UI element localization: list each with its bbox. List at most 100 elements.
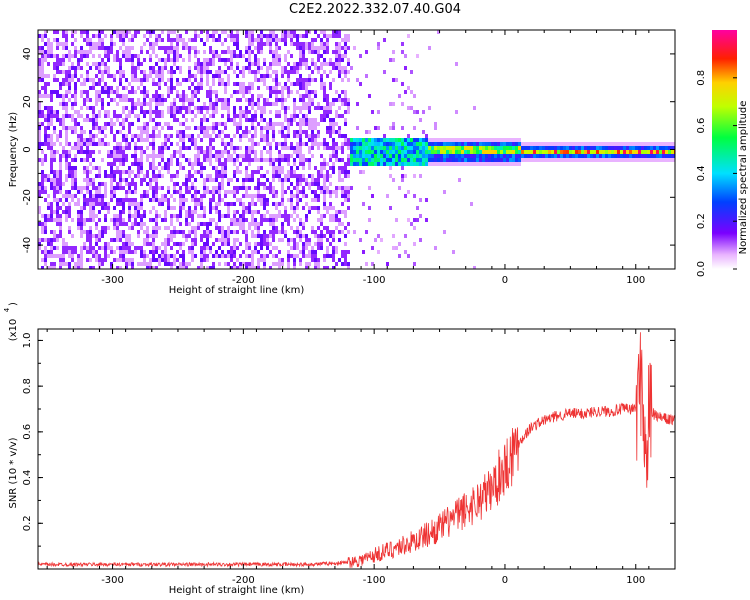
heatmap-cell (98, 182, 101, 186)
heatmap-cell (146, 154, 149, 158)
heatmap-cell (422, 162, 425, 166)
heatmap-cell (299, 118, 302, 122)
heatmap-cell (179, 210, 182, 214)
heatmap-cell (122, 198, 125, 202)
heatmap-cell (149, 242, 152, 246)
heatmap-cell (257, 258, 260, 262)
heatmap-cell (335, 98, 338, 102)
heatmap-cell (107, 46, 110, 50)
heatmap-cell (329, 174, 332, 178)
heatmap-cell (461, 154, 464, 158)
heatmap-cell (269, 146, 272, 150)
heatmap-cell (572, 150, 575, 154)
heatmap-cell (464, 146, 467, 150)
heatmap-cell (65, 218, 68, 222)
heatmap-cell (74, 70, 77, 74)
heatmap-cell (131, 110, 134, 114)
heatmap-cell (212, 154, 215, 158)
heatmap-cell (332, 138, 335, 142)
heatmap-cell (545, 158, 548, 162)
heatmap-cell (248, 162, 251, 166)
heatmap-cell (272, 158, 275, 162)
heatmap-cell (152, 66, 155, 70)
heatmap-cell (398, 146, 401, 150)
heatmap-cell (224, 82, 227, 86)
heatmap-cell (125, 222, 128, 226)
heatmap-cell (218, 122, 221, 126)
heatmap-cell (416, 154, 419, 158)
heatmap-cell (290, 30, 293, 34)
heatmap-cell (104, 214, 107, 218)
heatmap-cell (71, 130, 74, 134)
heatmap-cell (419, 146, 422, 150)
heatmap-cell (311, 78, 314, 82)
heatmap-cell (284, 142, 287, 146)
heatmap-cell (74, 174, 77, 178)
heatmap-cell (236, 170, 239, 174)
heatmap-cell (305, 246, 308, 250)
heatmap-cell (188, 38, 191, 42)
heatmap-cell (482, 142, 485, 146)
heatmap-cell (41, 258, 44, 262)
heatmap-cell (410, 138, 413, 142)
heatmap-cell (284, 42, 287, 46)
heatmap-cell (302, 142, 305, 146)
heatmap-cell (638, 142, 641, 146)
heatmap-cell (443, 158, 446, 162)
heatmap-cell (137, 222, 140, 226)
heatmap-cell (515, 146, 518, 150)
heatmap-cell (323, 190, 326, 194)
heatmap-cell (251, 198, 254, 202)
heatmap-cell (185, 218, 188, 222)
heatmap-cell (113, 146, 116, 150)
heatmap-cell (215, 202, 218, 206)
heatmap-cell (128, 126, 131, 130)
heatmap-cell (188, 246, 191, 250)
y-scale-exponent: 4 (3, 307, 11, 312)
heatmap-cell (203, 70, 206, 74)
heatmap-cell (113, 206, 116, 210)
heatmap-cell (182, 90, 185, 94)
heatmap-cell (41, 178, 44, 182)
heatmap-cell (104, 86, 107, 90)
heatmap-cell (221, 150, 224, 154)
heatmap-cell (326, 146, 329, 150)
heatmap-cell (314, 242, 317, 246)
heatmap-cell (293, 242, 296, 246)
heatmap-cell (155, 38, 158, 42)
heatmap-cell (122, 30, 125, 34)
heatmap-cell (281, 158, 284, 162)
heatmap-cell (65, 106, 68, 110)
heatmap-cell (62, 242, 65, 246)
heatmap-cell (92, 194, 95, 198)
heatmap-cell (368, 158, 371, 162)
heatmap-cell (38, 34, 41, 38)
heatmap-cell (281, 178, 284, 182)
heatmap-cell (512, 150, 515, 154)
heatmap-cell (275, 90, 278, 94)
heatmap-cell (236, 98, 239, 102)
heatmap-cell (299, 126, 302, 130)
heatmap-cell (236, 30, 239, 34)
heatmap-cell (473, 162, 476, 166)
heatmap-cell (155, 182, 158, 186)
heatmap-cell (248, 130, 251, 134)
heatmap-cell (104, 254, 107, 258)
heatmap-cell (287, 198, 290, 202)
heatmap-cell (50, 254, 53, 258)
heatmap-cell (296, 206, 299, 210)
heatmap-cell (89, 142, 92, 146)
heatmap-cell (500, 158, 503, 162)
heatmap-cell (278, 54, 281, 58)
heatmap-cell (251, 106, 254, 110)
heatmap-cell (320, 142, 323, 146)
heatmap-cell (185, 266, 188, 269)
heatmap-cell (71, 250, 74, 254)
heatmap-cell (380, 154, 383, 158)
heatmap-cell (368, 154, 371, 158)
heatmap-cell (248, 38, 251, 42)
heatmap-cell (446, 150, 449, 154)
heatmap-cell (194, 142, 197, 146)
heatmap-cell (272, 202, 275, 206)
heatmap-cell (215, 174, 218, 178)
